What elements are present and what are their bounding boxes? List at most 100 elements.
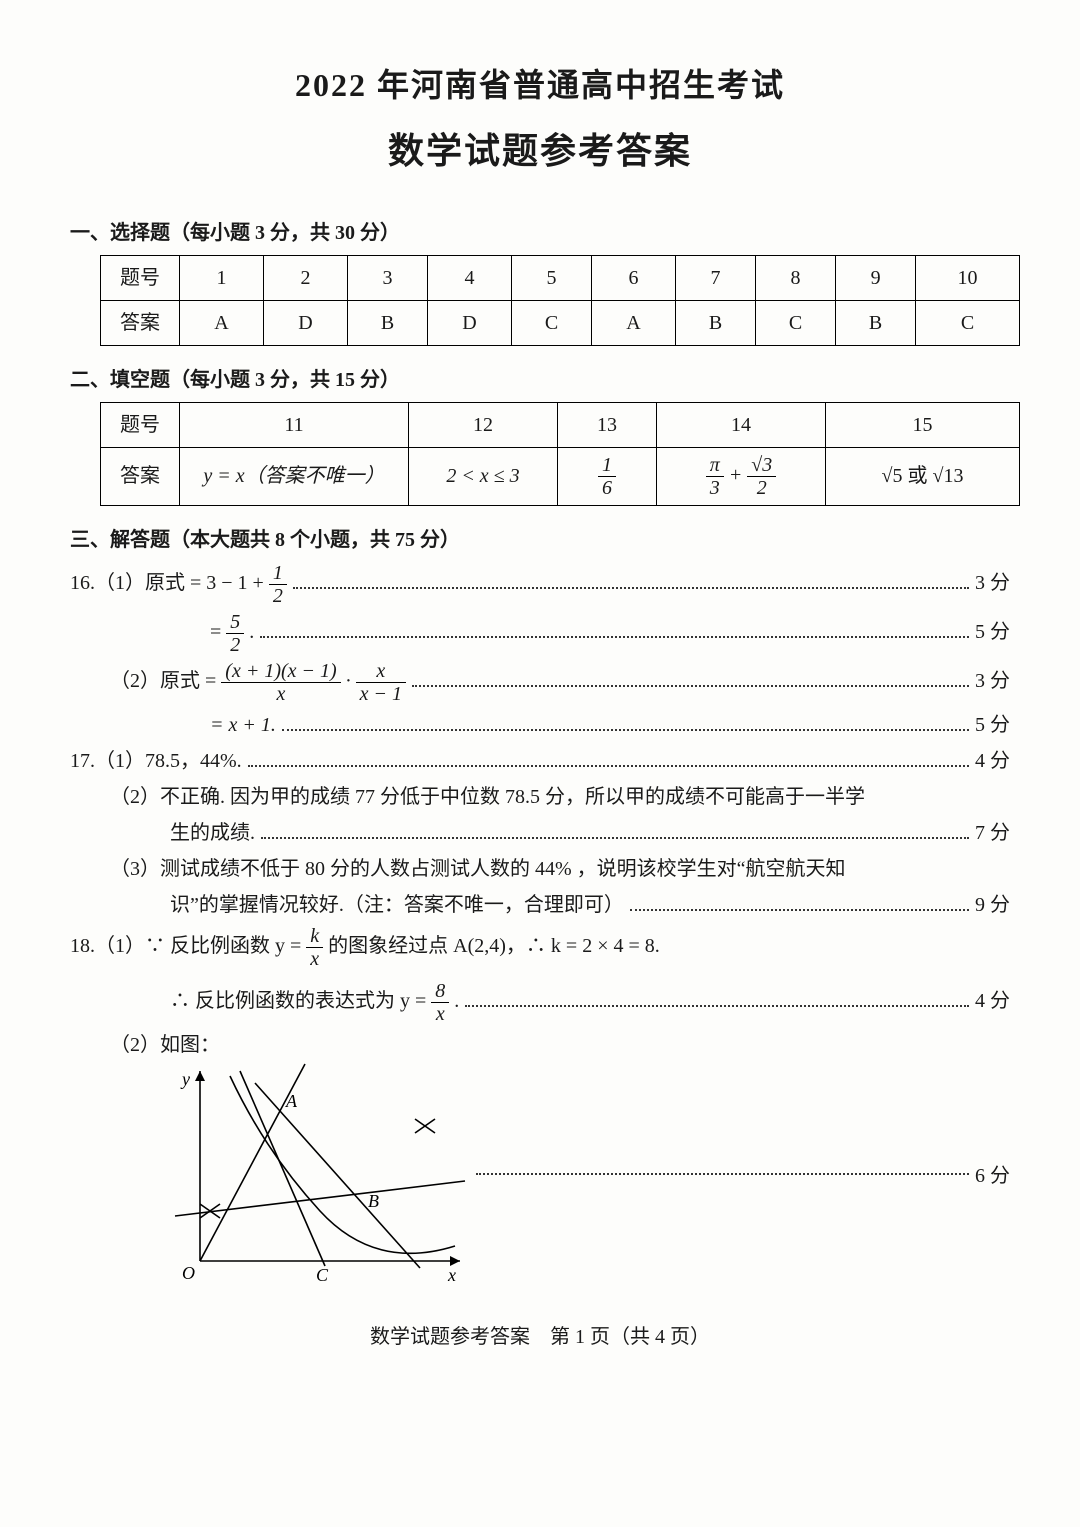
- qnum: 2: [264, 255, 348, 300]
- solution-line: ∴ 反比例函数的表达式为 y = 8x . 4 分: [70, 980, 1010, 1025]
- ans: C: [512, 300, 592, 345]
- qnum: 15: [826, 402, 1020, 447]
- qnum: 14: [657, 402, 826, 447]
- text: =: [210, 621, 226, 643]
- frac-num: √3: [747, 454, 776, 477]
- ans13: 16: [558, 447, 657, 505]
- leader-dots: [465, 1005, 969, 1007]
- solution-text: 18.（1）∵ 反比例函数 y = kx 的图象经过点 A(2,4)，∴ k =…: [70, 925, 1010, 970]
- leader-dots: [476, 1173, 969, 1175]
- frac-num: (x + 1)(x − 1): [221, 660, 340, 683]
- frac-num: k: [306, 925, 323, 948]
- solution-line: = 52 . 5 分: [70, 611, 1010, 656]
- leader-dots: [261, 837, 969, 839]
- ans15: √5 或 √13: [826, 447, 1020, 505]
- solution-line: 生的成绩. 7 分: [70, 817, 1010, 849]
- leader-dots: [282, 729, 969, 731]
- frac-den: 2: [269, 585, 287, 607]
- solution-text: （3）测试成绩不低于 80 分的人数占测试人数的 44% ，说明该校学生对“航空…: [70, 853, 1010, 885]
- text: 的图象经过点 A(2,4)，∴ k = 2 × 4 = 8.: [328, 935, 660, 957]
- qnum: 6: [592, 255, 676, 300]
- table-row: 答案 A D B D C A B C B C: [101, 300, 1020, 345]
- text: = x + 1.: [210, 709, 276, 741]
- ans: A: [180, 300, 264, 345]
- svg-text:B: B: [368, 1191, 379, 1211]
- score: 4 分: [975, 745, 1010, 777]
- qnum: 12: [409, 402, 558, 447]
- ans: C: [916, 300, 1020, 345]
- text: 16.（1）原式 = 3 − 1 +: [70, 572, 269, 594]
- table-row: 题号 11 12 13 14 15: [101, 402, 1020, 447]
- qnum: 7: [676, 255, 756, 300]
- graph-row: y x O A B C 6 分: [70, 1061, 1010, 1291]
- score: 4 分: [975, 985, 1010, 1017]
- qnum: 5: [512, 255, 592, 300]
- frac-den: 2: [747, 477, 776, 499]
- svg-text:A: A: [285, 1091, 298, 1111]
- table-row: 答案 y = x（答案不唯一） 2 < x ≤ 3 16 π3 + √32 √5…: [101, 447, 1020, 505]
- solution-line: 16.（1）原式 = 3 − 1 + 12 3 分: [70, 562, 1010, 607]
- ans-text: 2 < x ≤ 3: [446, 465, 519, 487]
- frac-num: π: [706, 454, 724, 477]
- exam-title: 2022 年河南省普通高中招生考试: [70, 60, 1010, 111]
- frac-den: 2: [226, 634, 244, 656]
- qnum: 9: [836, 255, 916, 300]
- ans: D: [264, 300, 348, 345]
- frac-den: x − 1: [356, 683, 406, 705]
- qnum: 8: [756, 255, 836, 300]
- ans: D: [428, 300, 512, 345]
- mc-answer-table: 题号 1 2 3 4 5 6 7 8 9 10 答案 A D B D C A B…: [100, 255, 1020, 346]
- row-label: 题号: [101, 402, 180, 447]
- ans: B: [348, 300, 428, 345]
- ans14: π3 + √32: [657, 447, 826, 505]
- svg-text:y: y: [180, 1069, 190, 1089]
- svg-text:x: x: [447, 1265, 456, 1285]
- score: 5 分: [975, 616, 1010, 648]
- ans: B: [676, 300, 756, 345]
- section1-heading: 一、选择题（每小题 3 分，共 30 分）: [70, 217, 1010, 249]
- section3-heading: 三、解答题（本大题共 8 个小题，共 75 分）: [70, 524, 1010, 556]
- q18-graph: y x O A B C: [170, 1061, 470, 1291]
- solution-text: （2）如图：: [70, 1029, 1010, 1061]
- text: 18.（1）∵ 反比例函数 y =: [70, 935, 306, 957]
- score: 9 分: [975, 889, 1010, 921]
- text: （2）原式 =: [110, 670, 221, 692]
- score: 3 分: [975, 567, 1010, 599]
- ans11: y = x（答案不唯一）: [180, 447, 409, 505]
- leader-dots: [260, 636, 969, 638]
- text: 生的成绩.: [170, 817, 255, 849]
- frac-num: x: [356, 660, 406, 683]
- solution-line: = x + 1. 5 分: [70, 709, 1010, 741]
- solution-line: 识”的掌握情况较好.（注：答案不唯一，合理即可） 9 分: [70, 889, 1010, 921]
- qnum: 13: [558, 402, 657, 447]
- qnum: 4: [428, 255, 512, 300]
- qnum: 1: [180, 255, 264, 300]
- leader-dots: [248, 765, 969, 767]
- frac-num: 1: [269, 562, 287, 585]
- qnum: 3: [348, 255, 428, 300]
- score: 7 分: [975, 817, 1010, 849]
- solution-text: （2）不正确. 因为甲的成绩 77 分低于中位数 78.5 分，所以甲的成绩不可…: [70, 781, 1010, 813]
- score: 5 分: [975, 709, 1010, 741]
- text: .: [454, 990, 459, 1012]
- text: ·: [346, 670, 356, 692]
- section2-heading: 二、填空题（每小题 3 分，共 15 分）: [70, 364, 1010, 396]
- text: 17.（1）78.5，44%.: [70, 745, 242, 777]
- leader-dots: [412, 685, 969, 687]
- svg-text:C: C: [316, 1265, 329, 1285]
- frac-num: 1: [598, 454, 616, 477]
- frac-den: 3: [706, 477, 724, 499]
- ans-text: √5 或 √13: [882, 465, 964, 487]
- frac-num: 8: [431, 980, 449, 1003]
- qnum: 10: [916, 255, 1020, 300]
- page-footer: 数学试题参考答案 第 1 页（共 4 页）: [70, 1321, 1010, 1353]
- svg-text:O: O: [182, 1263, 195, 1283]
- frac-den: x: [221, 683, 340, 705]
- text: ∴ 反比例函数的表达式为 y =: [170, 990, 431, 1012]
- score: 6 分: [975, 1160, 1010, 1192]
- leader-dots: [630, 909, 969, 911]
- ans: A: [592, 300, 676, 345]
- solution-line: 17.（1）78.5，44%. 4 分: [70, 745, 1010, 777]
- solution-line: （2）原式 = (x + 1)(x − 1)x · xx − 1 3 分: [70, 660, 1010, 705]
- frac-num: 5: [226, 611, 244, 634]
